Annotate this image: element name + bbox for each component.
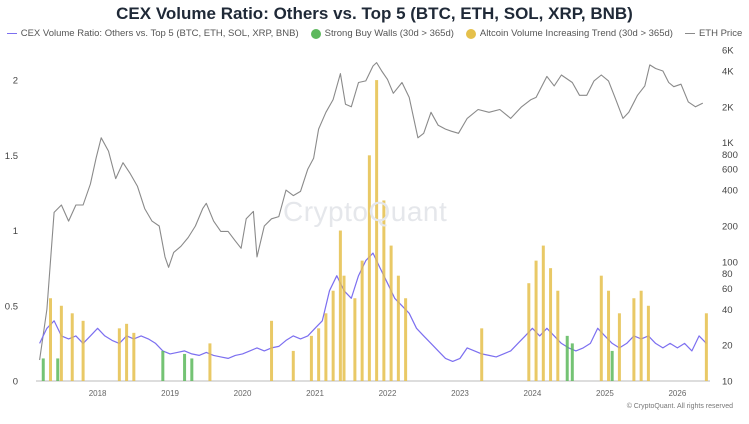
y-right-tick-label: 400 — [722, 186, 738, 197]
legend-item[interactable]: Altcoin Volume Increasing Trend (30d > 3… — [465, 28, 673, 39]
x-tick-label: 2021 — [306, 389, 324, 398]
altcoin-trend-bar — [117, 328, 121, 381]
altcoin-trend-bar — [360, 260, 364, 381]
x-tick-label: 2024 — [524, 389, 542, 398]
legend-swatch — [310, 28, 321, 39]
legend-item[interactable]: ETH Price — [684, 28, 743, 39]
altcoin-trend-bar — [208, 343, 212, 381]
altcoin-trend-bar — [556, 290, 560, 381]
altcoin-trend-bar — [342, 275, 346, 381]
y-right-tick-label: 100 — [722, 257, 738, 268]
buy-wall-bar — [56, 358, 60, 381]
y-left-tick-label: 1.5 — [5, 151, 18, 162]
y-right-tick-label: 40 — [722, 305, 733, 316]
y-left-tick-label: 0 — [13, 377, 18, 388]
x-tick-label: 2023 — [451, 389, 469, 398]
altcoin-trend-bar — [632, 298, 636, 381]
altcoin-trend-bar — [309, 335, 313, 381]
y-right-tick-label: 6K — [722, 46, 734, 57]
legend-label: Altcoin Volume Increasing Trend (30d > 3… — [479, 28, 673, 39]
eth-price-line — [39, 62, 704, 361]
altcoin-trend-bar — [48, 298, 52, 381]
altcoin-trend-bar — [541, 245, 545, 381]
x-tick-label: 2022 — [379, 389, 397, 398]
altcoin-trend-bar — [331, 290, 335, 381]
y-right-tick-label: 2K — [722, 102, 734, 113]
x-tick-label: 2026 — [668, 389, 686, 398]
x-tick-label: 2019 — [161, 389, 179, 398]
buy-wall-bar — [565, 335, 569, 381]
altcoin-trend-bar — [534, 260, 538, 381]
copyright-text: © CryptoQuant. All rights reserved — [626, 403, 733, 410]
altcoin-trend-bar — [599, 275, 603, 381]
y-right-tick-label: 200 — [722, 221, 738, 232]
chart-legend: CEX Volume Ratio: Others vs. Top 5 (BTC,… — [0, 28, 749, 39]
altcoin-trend-bar — [324, 313, 328, 381]
altcoin-trend-bar — [125, 323, 129, 381]
y-right-tick-label: 800 — [722, 150, 738, 161]
buy-wall-bar — [183, 353, 187, 381]
altcoin-trend-bar — [59, 305, 63, 381]
x-tick-label: 2020 — [234, 389, 252, 398]
altcoin-trend-bar — [396, 275, 400, 381]
buy-wall-bar — [570, 343, 574, 381]
y-left-tick-label: 1 — [13, 226, 18, 237]
y-left-tick-label: 2 — [13, 76, 18, 87]
legend-label: ETH Price — [698, 28, 743, 39]
altcoin-trend-bar — [549, 268, 553, 381]
altcoin-trend-bar — [639, 290, 643, 381]
legend-swatch — [465, 28, 476, 39]
altcoin-trend-bar — [132, 332, 136, 381]
altcoin-trend-bar — [646, 305, 650, 381]
altcoin-trend-bar — [527, 283, 531, 381]
y-right-tick-label: 600 — [722, 165, 738, 176]
y-left-tick-label: 0.5 — [5, 301, 18, 312]
altcoin-trend-bar — [270, 320, 274, 381]
legend-item[interactable]: Strong Buy Walls (30d > 365d) — [310, 28, 454, 39]
altcoin-trend-bar — [375, 80, 379, 381]
buy-wall-bar — [610, 350, 614, 381]
volume-ratio-line — [39, 252, 707, 362]
y-right-tick-label: 60 — [722, 284, 733, 295]
altcoin-trend-bar — [338, 230, 342, 381]
altcoin-trend-bar — [607, 290, 611, 381]
legend-label: Strong Buy Walls (30d > 365d) — [324, 28, 454, 39]
x-tick-label: 2025 — [596, 389, 614, 398]
y-right-tick-label: 4K — [722, 66, 734, 77]
altcoin-trend-bar — [704, 313, 708, 381]
altcoin-trend-bar — [81, 320, 85, 381]
y-right-tick-label: 20 — [722, 341, 733, 352]
x-tick-label: 2018 — [89, 389, 107, 398]
y-right-tick-label: 1K — [722, 138, 734, 149]
altcoin-trend-bar — [353, 298, 357, 381]
legend-label: CEX Volume Ratio: Others vs. Top 5 (BTC,… — [20, 28, 299, 39]
buy-wall-bar — [190, 358, 194, 381]
altcoin-trend-bar — [367, 155, 371, 381]
buy-wall-bar — [161, 350, 165, 381]
altcoin-trend-bar — [70, 313, 74, 381]
chart-title: CEX Volume Ratio: Others vs. Top 5 (BTC,… — [116, 4, 633, 23]
legend-item[interactable]: CEX Volume Ratio: Others vs. Top 5 (BTC,… — [6, 28, 299, 39]
altcoin-trend-bar — [617, 313, 621, 381]
altcoin-trend-bar — [291, 350, 295, 381]
altcoin-trend-bar — [382, 200, 386, 381]
altcoin-trend-bar — [317, 328, 321, 381]
watermark: CryptoQuant — [283, 196, 448, 227]
altcoin-trend-bar — [389, 245, 393, 381]
legend-swatch — [684, 33, 695, 34]
altcoin-trend-bar — [480, 328, 484, 381]
y-right-tick-label: 10 — [722, 377, 733, 388]
altcoin-trend-bar — [404, 298, 408, 381]
legend-swatch — [6, 33, 17, 34]
buy-wall-bar — [41, 358, 45, 381]
y-right-tick-label: 80 — [722, 269, 733, 280]
